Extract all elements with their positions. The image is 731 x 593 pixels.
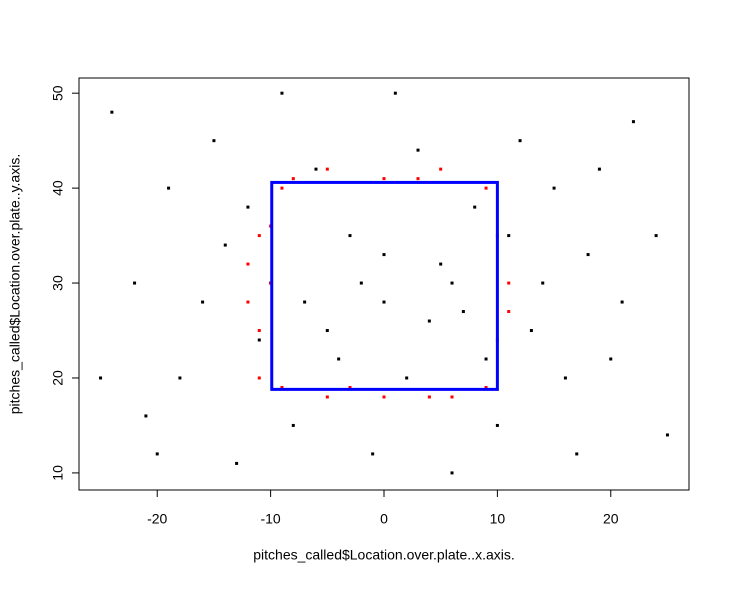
point xyxy=(473,205,477,209)
point xyxy=(484,385,488,389)
point xyxy=(631,120,635,124)
y-tick-label: 20 xyxy=(50,370,66,386)
x-tick-label: -20 xyxy=(147,511,167,527)
point xyxy=(371,452,375,456)
point xyxy=(518,139,522,143)
point xyxy=(144,414,148,418)
point xyxy=(280,91,284,95)
point xyxy=(201,300,205,304)
point xyxy=(405,376,409,380)
point xyxy=(291,423,295,427)
point xyxy=(325,395,329,399)
y-tick-label: 10 xyxy=(50,465,66,481)
point xyxy=(133,281,137,285)
point xyxy=(167,186,171,190)
point xyxy=(575,452,579,456)
plot-frame xyxy=(78,77,690,491)
point xyxy=(314,167,318,171)
x-tick-label: -10 xyxy=(260,511,280,527)
point xyxy=(427,395,431,399)
point xyxy=(257,376,261,380)
point xyxy=(563,376,567,380)
point xyxy=(439,167,443,171)
point xyxy=(257,234,261,238)
point xyxy=(99,376,103,380)
point xyxy=(507,310,511,314)
x-tick-label: 0 xyxy=(380,511,388,527)
point xyxy=(382,177,386,181)
point xyxy=(212,139,216,143)
point xyxy=(427,319,431,323)
point xyxy=(461,310,465,314)
strike-zone xyxy=(270,180,499,391)
point xyxy=(257,338,261,342)
point xyxy=(552,186,556,190)
y-tick-label: 50 xyxy=(50,85,66,101)
point xyxy=(507,234,511,238)
point xyxy=(337,357,341,361)
point xyxy=(155,452,159,456)
point xyxy=(382,253,386,257)
point xyxy=(246,262,250,266)
point xyxy=(484,186,488,190)
point xyxy=(280,385,284,389)
point xyxy=(235,461,239,465)
point xyxy=(325,167,329,171)
point xyxy=(223,243,227,247)
point xyxy=(348,385,352,389)
point xyxy=(541,281,545,285)
x-tick-label: 10 xyxy=(490,511,506,527)
point xyxy=(495,423,499,427)
point xyxy=(586,253,590,257)
x-tick-label: 20 xyxy=(603,511,619,527)
point xyxy=(178,376,182,380)
point xyxy=(246,300,250,304)
point xyxy=(484,357,488,361)
point xyxy=(507,281,511,285)
point xyxy=(450,395,454,399)
point xyxy=(393,91,397,95)
point xyxy=(597,167,601,171)
point xyxy=(416,177,420,181)
point xyxy=(609,357,613,361)
point xyxy=(439,262,443,266)
point xyxy=(620,300,624,304)
y-tick-label: 40 xyxy=(50,180,66,196)
point xyxy=(291,177,295,181)
point xyxy=(529,329,533,333)
y-axis-label: pitches_called$Location.over.plate..y.ax… xyxy=(7,154,23,414)
point xyxy=(325,329,329,333)
point xyxy=(303,300,307,304)
point xyxy=(382,300,386,304)
point xyxy=(348,234,352,238)
point xyxy=(110,110,114,114)
point xyxy=(280,186,284,190)
point xyxy=(665,433,669,437)
point xyxy=(257,329,261,333)
point xyxy=(450,281,454,285)
point xyxy=(246,205,250,209)
point xyxy=(382,395,386,399)
point xyxy=(359,281,363,285)
point xyxy=(654,234,658,238)
y-tick-label: 30 xyxy=(50,275,66,291)
point xyxy=(416,148,420,152)
x-axis-label: pitches_called$Location.over.plate..x.ax… xyxy=(253,547,515,563)
point xyxy=(450,471,454,475)
